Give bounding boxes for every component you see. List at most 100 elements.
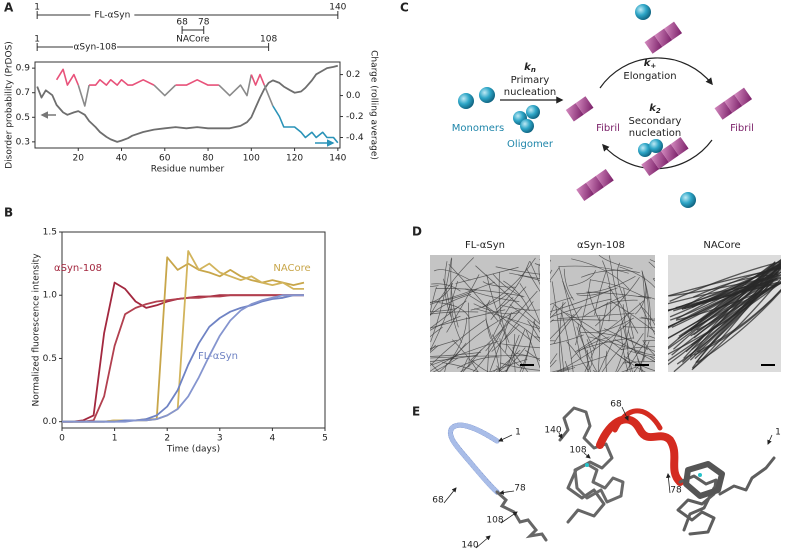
fibril bbox=[432, 340, 499, 366]
x-tick-label: 2 bbox=[164, 434, 170, 444]
fibril bbox=[464, 288, 520, 303]
fibril bbox=[616, 262, 625, 300]
fibril bbox=[430, 352, 431, 354]
y-tick-label: 0.5 bbox=[43, 354, 57, 364]
fibril bbox=[627, 330, 644, 372]
label: nucleation bbox=[629, 128, 681, 139]
label: Primary bbox=[511, 75, 550, 86]
residue-label: 108 bbox=[569, 446, 586, 456]
y2-tick-label: -0.2 bbox=[346, 112, 364, 122]
y2-tick-label: -0.4 bbox=[346, 133, 364, 143]
y2-axis-label: Charge (rolling average) bbox=[369, 50, 379, 160]
annotation: NACore bbox=[273, 263, 310, 274]
fibril bbox=[581, 269, 640, 278]
fibril bbox=[644, 21, 683, 54]
fibril bbox=[506, 334, 520, 372]
data-line bbox=[153, 84, 177, 97]
fibril bbox=[598, 294, 627, 309]
fibril bbox=[515, 352, 540, 360]
data-line bbox=[62, 281, 304, 423]
fibril bbox=[568, 270, 597, 287]
label-bg bbox=[90, 10, 135, 20]
fibril bbox=[526, 268, 540, 292]
fibril bbox=[452, 339, 479, 372]
fibril bbox=[448, 309, 520, 363]
construct-end-label: 78 bbox=[198, 18, 210, 28]
fibril bbox=[430, 281, 458, 351]
x-tick-label: 5 bbox=[322, 434, 328, 444]
fibril bbox=[638, 295, 655, 300]
y-tick-label: 0.9 bbox=[16, 64, 31, 74]
y2-tick-label: 0.2 bbox=[346, 70, 360, 80]
data-line bbox=[36, 64, 339, 143]
x-tick-label: 4 bbox=[270, 434, 276, 444]
fibril bbox=[639, 341, 650, 372]
fibril bbox=[430, 289, 478, 303]
pointer bbox=[498, 434, 513, 442]
fibril bbox=[641, 270, 651, 326]
fibril bbox=[430, 319, 485, 367]
fibril bbox=[562, 280, 595, 350]
fibril bbox=[495, 266, 540, 275]
fibril bbox=[551, 355, 608, 372]
monomer bbox=[635, 4, 651, 20]
fibril bbox=[622, 326, 655, 329]
pointer bbox=[767, 434, 773, 445]
fibril bbox=[496, 261, 530, 310]
fibril bbox=[489, 315, 512, 372]
fibril bbox=[522, 319, 536, 372]
fibril bbox=[430, 257, 452, 343]
rate: kn bbox=[524, 62, 536, 74]
y-tick-label: 1.0 bbox=[43, 291, 58, 301]
data-line bbox=[62, 294, 304, 423]
fibril bbox=[518, 274, 540, 280]
fibril bbox=[486, 274, 502, 323]
fibril bbox=[473, 303, 520, 315]
structure-left bbox=[448, 422, 548, 542]
fibril bbox=[641, 316, 655, 322]
residue-label: 1 bbox=[775, 428, 781, 438]
fibril bbox=[623, 288, 635, 339]
fibril bbox=[430, 352, 481, 357]
fibril bbox=[448, 263, 499, 322]
label: nucleation bbox=[504, 87, 556, 98]
monomer bbox=[638, 143, 652, 157]
fibril bbox=[714, 87, 753, 120]
y-tick-label: 0.5 bbox=[16, 113, 30, 123]
fibril bbox=[610, 300, 655, 333]
fibril bbox=[550, 305, 555, 317]
structure-right bbox=[558, 406, 776, 536]
fibril bbox=[485, 318, 500, 372]
micrographs bbox=[430, 255, 781, 372]
fibril bbox=[506, 329, 526, 372]
residue-label: 140 bbox=[461, 541, 478, 550]
fibril bbox=[501, 369, 508, 372]
fibril bbox=[597, 316, 601, 372]
fibril bbox=[633, 354, 647, 372]
fibril bbox=[557, 312, 635, 320]
fibril bbox=[550, 313, 575, 340]
fibril bbox=[576, 287, 618, 296]
fibril bbox=[584, 361, 590, 372]
fibril bbox=[430, 285, 439, 288]
fibril bbox=[642, 340, 655, 356]
monomer bbox=[479, 87, 495, 103]
fibril bbox=[615, 314, 632, 372]
residue-label: 78 bbox=[514, 484, 526, 494]
fibril bbox=[534, 263, 540, 266]
data-line bbox=[263, 84, 274, 107]
fibril bbox=[430, 286, 437, 316]
label: Fibril bbox=[596, 123, 620, 134]
fibril bbox=[556, 320, 632, 372]
fibril bbox=[550, 353, 558, 365]
label: Oligomer bbox=[507, 139, 554, 150]
fibril bbox=[500, 304, 540, 311]
fibril bbox=[430, 344, 437, 352]
fibril bbox=[430, 308, 457, 312]
fibril bbox=[468, 295, 530, 340]
fibril bbox=[623, 355, 655, 372]
residue-label: 68 bbox=[610, 400, 622, 410]
fibril bbox=[496, 365, 503, 372]
fibril bbox=[430, 293, 472, 316]
fibril bbox=[566, 341, 590, 372]
